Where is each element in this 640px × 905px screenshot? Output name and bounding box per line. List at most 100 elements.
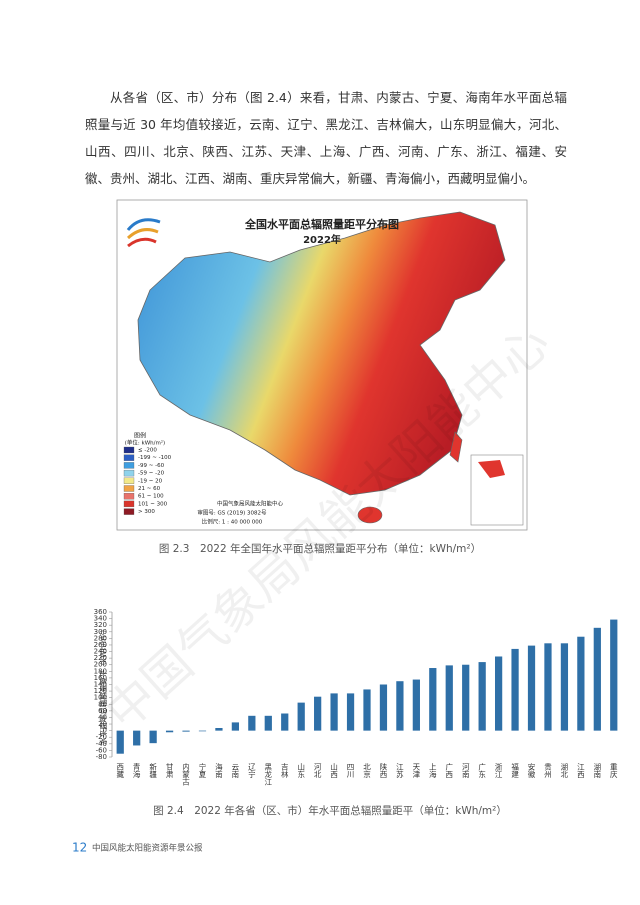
x-tick-label: 山西 (329, 762, 338, 780)
x-tick-label: 江苏 (395, 763, 404, 780)
legend-title: 图例 (134, 432, 146, 440)
bar (116, 730, 124, 754)
legend-swatch (123, 493, 135, 500)
bar (198, 730, 207, 732)
legend-label: -59 ~ -20 (138, 471, 165, 477)
y-tick-label: 60 (98, 707, 107, 715)
bar (478, 662, 486, 731)
legend-swatch (123, 485, 135, 492)
bar (494, 656, 503, 731)
y-tick-label: 360 (94, 608, 107, 616)
legend-unit: (单位: kWh/m²) (125, 439, 165, 447)
bar (363, 689, 371, 731)
map-scale: 比例尺: 1 : 40 000 000 (202, 518, 263, 526)
legend-label: 101 ~ 300 (138, 501, 168, 507)
legend-swatch (123, 462, 135, 469)
y-tick-label: 0 (103, 727, 107, 735)
bar (248, 715, 256, 731)
x-tick-label: 安徽 (527, 762, 536, 780)
bar (297, 702, 305, 731)
y-tick-label: 120 (94, 687, 107, 695)
legend-swatch (123, 446, 135, 454)
legend-swatch (123, 454, 135, 461)
legend-label: -99 ~ -60 (138, 463, 165, 469)
x-tick-label: 重庆 (609, 763, 618, 780)
bar (330, 693, 338, 731)
y-tick-label: -20 (96, 733, 107, 741)
y-tick-label: 300 (94, 628, 107, 636)
bar (511, 648, 519, 731)
x-tick-label: 山东 (296, 762, 305, 779)
x-tick-label: 北京 (362, 763, 371, 780)
footer-text: 中国风能太阳能资源年景公报 (92, 843, 203, 854)
x-tick-label: 内蒙古 (181, 762, 190, 787)
x-tick-label: 四川 (346, 763, 355, 779)
x-tick-label: 上海 (428, 763, 437, 780)
bar-chart: -80-60-40-200204060801001201401601802002… (94, 608, 619, 787)
x-tick-label: 江西 (576, 763, 585, 780)
y-tick-label: 160 (94, 674, 107, 682)
y-tick-label: -60 (96, 746, 107, 754)
china-map (137, 211, 506, 496)
legend-label: -19 ~ 20 (138, 478, 163, 484)
hainan-island (357, 506, 383, 524)
y-tick-label: 40 (98, 713, 107, 721)
legend-label: 21 ~ 60 (138, 486, 161, 492)
bar (281, 713, 289, 731)
x-tick-label: 天津 (412, 763, 421, 780)
x-tick-label: 湖南 (593, 763, 602, 779)
x-tick-label: 青海 (132, 762, 141, 780)
x-tick-label: 辽宁 (247, 763, 256, 779)
bar (577, 636, 585, 731)
bar (346, 693, 355, 731)
bar (412, 679, 420, 731)
y-tick-label: 200 (94, 661, 107, 669)
bar (149, 730, 157, 744)
x-tick-label: 陕西 (379, 762, 388, 780)
y-tick-label: 240 (94, 648, 107, 656)
y-axis-label: 水平面年总辐照量距平（kWh/m²） (98, 625, 108, 744)
x-tick-label: 西藏 (115, 763, 124, 780)
bar (165, 730, 174, 733)
bar (215, 728, 223, 731)
y-tick-label: 260 (94, 641, 107, 649)
x-tick-label: 湖北 (560, 763, 569, 780)
bar (445, 665, 453, 731)
y-tick-label: 280 (94, 634, 107, 642)
map-approval: 审图号: GS (2019) 3082号 (197, 509, 267, 517)
y-tick-label: 340 (94, 615, 107, 623)
bar (593, 627, 601, 731)
x-tick-label: 黑龙江 (264, 763, 273, 787)
page-number: 12 (72, 841, 87, 855)
legend-label: -199 ~ -100 (138, 455, 172, 461)
map-legend: 图例 (单位: kWh/m²) ≤ -200-199 ~ -100 -99 ~ -… (123, 432, 172, 515)
y-tick-label: 20 (98, 720, 107, 728)
legend-label: > 300 (138, 509, 155, 515)
y-tick-label: 80 (98, 700, 107, 708)
y-tick-label: 100 (94, 694, 107, 702)
y-tick-label: 320 (94, 621, 107, 629)
x-tick-label: 河北 (313, 763, 322, 780)
y-tick-label: 140 (94, 681, 107, 689)
bar (462, 664, 470, 731)
bar (182, 730, 190, 732)
bar (429, 668, 437, 731)
x-tick-label: 广西 (445, 762, 454, 780)
y-tick-label: -80 (96, 753, 107, 761)
map-year: 2022年 (303, 233, 341, 246)
bar (133, 730, 141, 746)
bar (544, 643, 552, 731)
figure-caption: 图 2.4 2022 年各省（区、市）年水平面总辐照量距平（单位：kWh/m²） (153, 804, 507, 817)
map-title: 全国水平面总辐照量距平分布图 (244, 217, 399, 231)
bar (314, 696, 322, 731)
x-tick-label: 新疆 (148, 762, 157, 780)
paragraph: 从各省（区、市）分布（图 2.4）来看，甘肃、内蒙古、宁夏、海南年水平面总辐照量… (85, 90, 567, 186)
y-tick-label: 180 (94, 667, 107, 675)
bar (610, 619, 618, 731)
legend-label: 61 ~ 100 (138, 494, 164, 500)
legend-swatch (123, 477, 135, 484)
bar (379, 684, 388, 731)
x-tick-label: 海南 (214, 762, 223, 779)
